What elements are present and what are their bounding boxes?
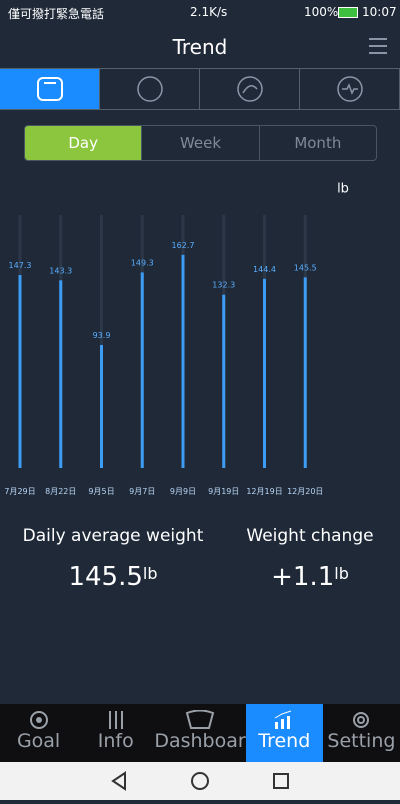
net-speed: 2.1K/s [190, 5, 228, 19]
value-label: 147.3 [9, 261, 32, 270]
recent-button[interactable] [273, 773, 289, 789]
avg-unit: lb [142, 564, 158, 583]
change-unit: lb [334, 564, 349, 583]
value-label: 93.9 [93, 331, 111, 340]
x-tick-label: 9月5日 [88, 487, 114, 496]
bar [263, 278, 266, 468]
tab-scale[interactable] [0, 69, 100, 109]
x-tick-label: 12月20日 [287, 487, 323, 496]
nav-goal[interactable]: Goal [0, 704, 77, 762]
value-label: 143.3 [49, 266, 72, 275]
battery-text: 100% [304, 5, 339, 19]
bar [100, 344, 103, 468]
home-button[interactable] [191, 772, 209, 790]
nav-dashboard[interactable]: Dashboar [154, 704, 246, 762]
nav-label: Goal [16, 730, 61, 752]
bar [222, 294, 226, 468]
bar [59, 280, 63, 468]
avg-label: Daily average weight [22, 526, 204, 546]
nav-trend[interactable]: Trend [245, 704, 323, 762]
x-tick-label: 9月7日 [129, 487, 155, 496]
system-nav [0, 762, 400, 800]
nav-label: Trend [258, 730, 311, 752]
value-label: 145.5 [294, 263, 317, 272]
nav-info[interactable]: Info [77, 704, 154, 762]
header: Trend [0, 28, 400, 66]
value-label: 149.3 [131, 258, 154, 267]
nav-setting[interactable]: Setting [323, 704, 400, 762]
value-label: 162.7 [172, 241, 195, 250]
avg-number: 145.5 [68, 562, 143, 592]
menu-icon[interactable] [368, 36, 388, 56]
segment-week[interactable]: Week [142, 126, 260, 160]
status-bar: 僅可撥打緊急電話 2.1K/s 100% 10:07 [0, 0, 400, 26]
tab-muscle[interactable] [200, 69, 300, 109]
avg-value: 145.5lb [13, 562, 213, 592]
bar [181, 254, 185, 468]
nav-label: Info [97, 730, 134, 752]
bar [140, 272, 144, 468]
clock: 10:07 [362, 5, 397, 19]
x-tick-label: 12月19日 [246, 487, 282, 496]
bottom-nav: Goal Info Dashboar Trend Setting [0, 704, 400, 762]
unit-label: lb [337, 182, 349, 197]
change-label: Weight change [246, 526, 374, 546]
battery-icon [338, 7, 358, 18]
category-tabs [0, 68, 400, 110]
change-number: +1.1 [271, 562, 335, 592]
bar [18, 275, 22, 468]
tab-body[interactable] [100, 69, 200, 109]
segment-month[interactable]: Month [294, 134, 342, 152]
x-tick-label: 9月19日 [208, 487, 239, 496]
title: Trend [172, 35, 228, 59]
back-button[interactable] [111, 771, 126, 791]
value-label: 144.4 [253, 265, 276, 274]
carrier: 僅可撥打緊急電話 [8, 7, 105, 21]
value-label: 132.3 [212, 281, 235, 290]
x-tick-label: 9月9日 [170, 487, 196, 496]
nav-label: Dashboar [154, 730, 246, 752]
x-tick-label: 7月29日 [4, 487, 35, 496]
bar [303, 277, 307, 468]
nav-label: Setting [327, 730, 396, 752]
x-tick-label: 8月22日 [45, 487, 76, 496]
change-value: +1.1lb [210, 562, 400, 592]
segment-day[interactable]: Day [25, 126, 143, 160]
tab-heart[interactable] [300, 69, 400, 109]
chart: lb 7月29日 147.3 8月22日 143.3 9月5日 93.9 9月7日 149.3… [4, 182, 349, 497]
period-selector: Day Week Month [24, 125, 377, 161]
